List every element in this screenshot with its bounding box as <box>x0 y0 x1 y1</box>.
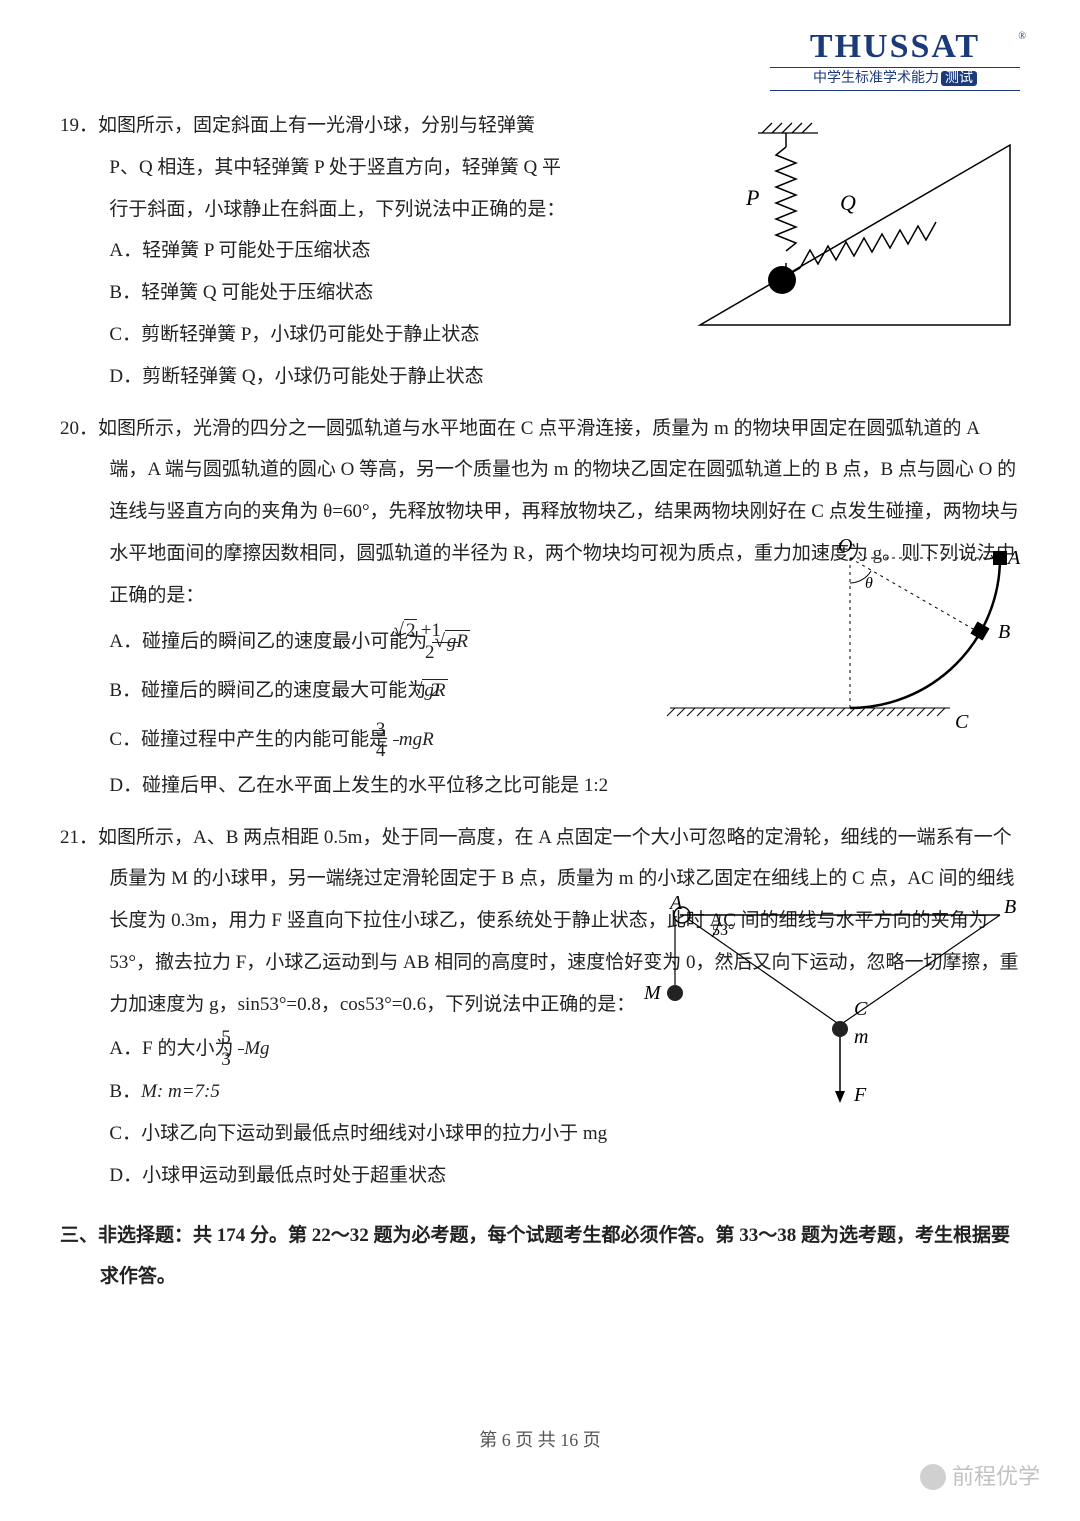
q21-opt-d: D．小球甲运动到最低点时处于超重状态 <box>109 1155 620 1197</box>
registered-mark: ® <box>1018 26 1026 48</box>
q21-opt-c: C．小球乙向下运动到最低点时细线对小球甲的拉力小于 mg <box>109 1113 620 1155</box>
figure-q19: P Q <box>690 115 1020 335</box>
sqrt: gR <box>463 617 470 666</box>
q20-opt-d: D．碰撞后甲、乙在水平面上发生的水平位移之比可能是 1:2 <box>109 765 650 807</box>
svg-text:A: A <box>1006 547 1021 569</box>
page-footer: 第 6 页 共 16 页 <box>0 1421 1080 1461</box>
svg-text:C: C <box>854 998 868 1020</box>
svg-text:θ: θ <box>865 575 873 592</box>
svg-text:m: m <box>854 1026 868 1048</box>
svg-text:O: O <box>838 535 852 557</box>
svg-text:C: C <box>955 711 969 733</box>
watermark: 前程优学 <box>920 1453 1040 1501</box>
svg-text:A: A <box>668 892 683 914</box>
section-3-heading: 三、非选择题：共 174 分。第 22～32 题为必考题，每个试题考生都必须作答… <box>60 1215 1020 1299</box>
q20-opt-a: A．碰撞后的瞬间乙的速度最小可能为 2+12 gR <box>109 617 650 666</box>
fig19-label-p: P <box>745 185 759 210</box>
svg-text:F: F <box>853 1084 867 1106</box>
q20-opt-b: B．碰撞后的瞬间乙的速度最大可能为 2gR <box>109 666 650 715</box>
q19-opt-d: D．剪断轻弹簧 Q，小球仍可能处于静止状态 <box>109 356 1020 398</box>
wechat-icon <box>920 1464 946 1490</box>
svg-text:B: B <box>998 621 1010 643</box>
svg-text:53°: 53° <box>712 922 734 939</box>
sqrt: gR <box>440 666 447 715</box>
q21-opt-a: A．F 的大小为 53Mg <box>109 1026 620 1072</box>
fig19-label-q: Q <box>840 190 856 215</box>
q21-opt-b: B．M: m=7:5 <box>109 1071 620 1113</box>
brand-logo: THUSSAT 中学生标准学术能力测试 ® <box>770 28 1020 91</box>
figure-q21: A B 53° M C m F <box>630 895 1020 1125</box>
svg-text:B: B <box>1004 896 1016 918</box>
svg-text:M: M <box>643 982 662 1004</box>
logo-title: THUSSAT <box>770 28 1020 65</box>
q20-opt-c: C．碰撞过程中产生的内能可能是 34mgR <box>109 715 650 764</box>
logo-subtitle: 中学生标准学术能力测试 <box>770 67 1020 91</box>
figure-q20: O A B C θ <box>670 538 1020 738</box>
